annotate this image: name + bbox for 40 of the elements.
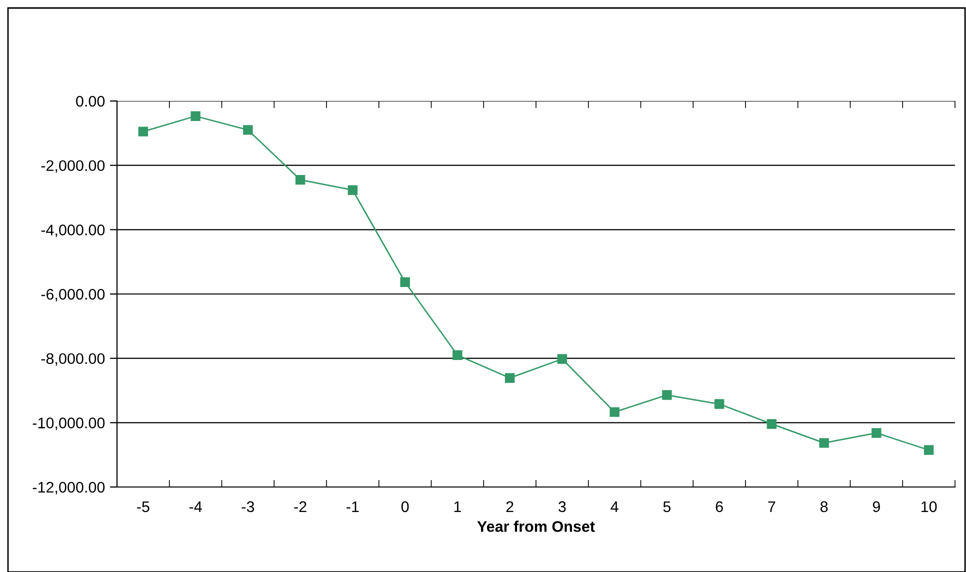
x-tick-label: 0 xyxy=(401,501,409,512)
y-tick-label: -12,000.00 xyxy=(32,482,105,494)
point xyxy=(924,445,934,455)
y-tick-label: -8,000.00 xyxy=(41,353,105,366)
point xyxy=(766,419,777,429)
point xyxy=(190,111,200,121)
y-tick-label: -4,000.00 xyxy=(41,224,105,238)
x-tick-label: 3 xyxy=(558,501,566,512)
point xyxy=(243,125,253,135)
point xyxy=(819,438,829,448)
y-tick-label: -2,000.00 xyxy=(41,160,105,173)
point xyxy=(504,373,515,383)
x-tick-label: -3 xyxy=(242,501,254,512)
point xyxy=(662,390,672,400)
point xyxy=(400,277,410,287)
x-tick-label: 4 xyxy=(610,501,618,512)
point xyxy=(295,174,306,185)
x-tick-label: -1 xyxy=(346,501,359,512)
point xyxy=(714,399,724,409)
x-tick-label: 1 xyxy=(454,501,461,512)
point xyxy=(872,428,882,438)
x-tick-label: 6 xyxy=(716,501,723,512)
y-tick-label: -6,000.00 xyxy=(41,288,105,302)
point xyxy=(452,350,462,360)
x-tick-label: 8 xyxy=(820,501,828,512)
x-tick-label: 9 xyxy=(872,501,880,512)
point xyxy=(557,354,568,364)
x-tick-label: -2 xyxy=(294,501,306,512)
x-tick-label: 5 xyxy=(663,501,671,512)
point xyxy=(138,126,148,136)
x-axis-title: Year from Onset xyxy=(477,520,595,532)
point xyxy=(610,407,620,417)
y-tick-label: -10,000.00 xyxy=(32,418,105,430)
point xyxy=(348,185,358,195)
x-tick-label: 10 xyxy=(921,501,937,512)
y-tick-label: 0.00 xyxy=(76,96,105,107)
x-tick-label: 2 xyxy=(506,501,514,512)
x-tick-label: -5 xyxy=(137,501,150,512)
x-tick-label: -4 xyxy=(189,501,202,512)
x-tick-label: 7 xyxy=(768,501,776,512)
